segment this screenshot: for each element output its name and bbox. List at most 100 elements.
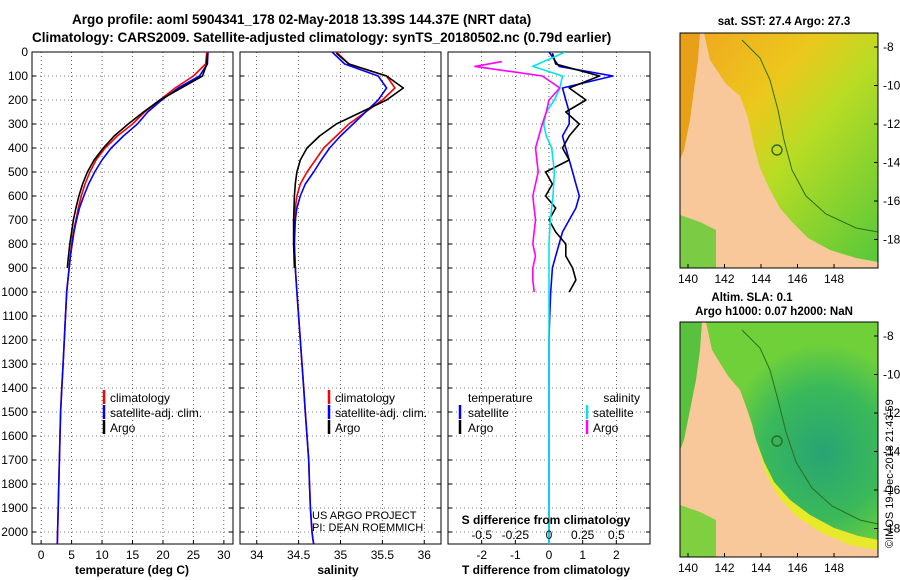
s-difference-x-label: S difference from climatology [462,513,631,527]
x-tick-label: 34 [250,548,264,562]
map-lat-label: -12 [883,117,900,131]
series-line-s-satellite [531,52,566,544]
sla-map-frame [679,321,879,558]
depth-tick-label: 1100 [2,309,28,323]
legend-label-t-argo: Argo [468,421,494,435]
depth-tick-label: 600 [8,189,28,203]
x-tick-label: 5 [68,548,75,562]
depth-tick-label: 900 [8,261,28,275]
depth-tick-label: 100 [8,69,28,83]
map-lon-label: 146 [787,272,807,286]
depth-tick-label: 1700 [1,453,28,467]
depth-tick-label: 1000 [1,285,28,299]
x-tick-label: -1 [510,548,521,562]
legend-label-climatology: climatology [110,391,170,405]
depth-tick-label: 700 [8,213,28,227]
depth-axis: 0 100 200 300 400 500 600 700 800 900 1000 1100 1200… [1,45,28,539]
temperature-panel: 0 5 10 15 20 25 30 temperature (deg C) climato… [31,51,234,577]
map-lon-label: 146 [787,561,807,575]
sst-map: sat. SST: 27.4 Argo: 27.3 -8 -10 -12 -14 -16… [678,16,900,286]
legend-label-satellite: satellite-adj. clim. [335,406,427,420]
title-line-2: Climatology: CARS2009. Satellite-adjuste… [32,30,611,45]
depth-tick-label: 1900 [1,501,28,515]
pi-credit: PI: DEAN ROEMMICH [312,522,423,534]
sla-map-title-1: Altim. SLA: 0.1 [711,292,793,304]
sla-map-ocean-south [680,505,716,557]
difference-panel: -2 -1 0 1 2 -0.5 -0.25 0 0.25 0.5 T difference f… [447,51,651,577]
sla-map-coastal-band [748,412,878,550]
x2-tick-label: 0 [546,528,553,542]
map-lat-label: -8 [883,329,894,343]
x-tick-label: 35.5 [371,548,395,562]
legend-label-climatology: climatology [335,391,395,405]
series-line-argo [66,53,209,269]
map-lat-label: -14 [883,156,900,170]
map-lat-label: -16 [883,483,900,497]
salinity-x-label: salinity [317,563,359,577]
x-tick-label: 36 [418,548,432,562]
x-tick-label: 15 [126,548,140,562]
map-lon-label: 142 [714,272,734,286]
sst-map-title: sat. SST: 27.4 Argo: 27.3 [718,16,851,28]
depth-tick-label: 1400 [1,381,28,395]
sst-map-float-marker [771,144,783,156]
depth-tick-label: 800 [8,237,28,251]
x-tick-label: 25 [187,548,201,562]
depth-tick-label: 1200 [1,333,28,347]
salinity-legend: climatology satellite-adj. clim. Argo [327,390,427,435]
depth-tick-label: 300 [8,117,28,131]
depth-tick-label: 1600 [1,429,28,443]
legend-title-salinity: salinity [603,391,640,405]
legend-label-argo: Argo [110,421,136,435]
x2-tick-label: -0.25 [502,528,530,542]
map-lon-label: 140 [678,561,698,575]
sst-map-ocean-south [680,215,716,268]
x-tick-label: 30 [217,548,231,562]
x2-tick-label: 0.5 [608,528,625,542]
map-lat-label: -10 [883,368,900,382]
sst-map-frame [679,32,879,269]
map-lat-label: -10 [883,79,900,93]
depth-tick-label: 400 [8,141,28,155]
legend-label-argo: Argo [335,421,361,435]
depth-tick-label: 1500 [1,405,28,419]
map-lat-label: -16 [883,194,900,208]
temperature-x-label: temperature (deg C) [75,563,189,577]
x-tick-label: 10 [95,548,109,562]
depth-tick-label: 2000 [1,525,28,539]
sla-map-title-2: Argo h1000: 0.07 h2000: NaN [695,306,853,318]
t-difference-x-label: T difference from climatology [462,563,630,577]
series-line-satellite-adj-clim- [56,52,209,544]
x-tick-label: 35 [334,548,348,562]
x-tick-label: 1 [579,548,586,562]
map-lon-label: 144 [751,272,771,286]
x-tick-label: 2 [613,548,620,562]
sla-map-float-marker [771,435,783,447]
difference-legend: temperature satellite Argo salinity sate… [458,391,640,435]
depth-tick-label: 0 [21,45,28,59]
project-credit: US ARGO PROJECT [312,510,417,522]
temperature-plot-frame [31,51,234,545]
sla-map-ocean-east [680,322,878,540]
map-lat-label: -8 [883,40,894,54]
sst-map-ocean-east [680,33,878,262]
legend-label-t-satellite: satellite [468,406,509,420]
map-lon-label: 140 [678,272,698,286]
map-lat-label: -12 [883,406,900,420]
map-lon-label: 144 [751,561,771,575]
map-lon-label: 148 [824,272,844,286]
map-lon-label: 148 [824,561,844,575]
map-lon-label: 142 [714,561,734,575]
series-line-satellite-adj-clim- [293,52,388,544]
depth-tick-label: 500 [8,165,28,179]
imos-credit: ©IMOS 19-Dec-2018 21:43:59 [884,399,896,548]
x-tick-label: -2 [476,548,487,562]
depth-tick-label: 1300 [1,357,28,371]
sst-map-isobath [741,39,879,233]
map-lat-label: -18 [883,522,900,536]
series-line-t-argo [544,52,601,293]
series-line-climatology [56,52,208,544]
sla-map-isobath [741,329,879,525]
depth-tick-label: 1800 [1,477,28,491]
